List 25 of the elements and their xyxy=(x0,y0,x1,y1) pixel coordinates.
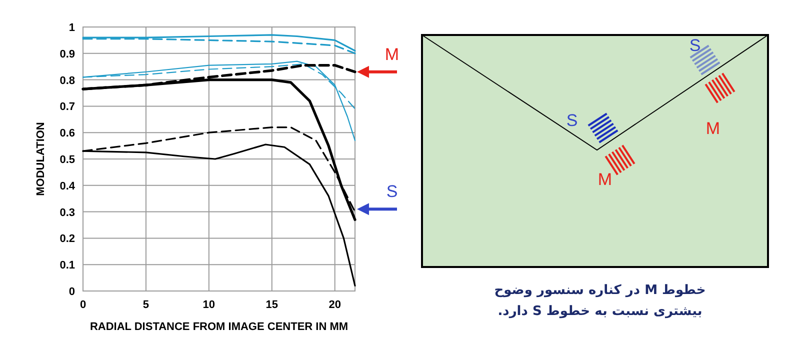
y-tick-label: 0 xyxy=(68,286,75,298)
y-tick-label: 0.1 xyxy=(60,260,75,272)
text: M xyxy=(706,119,720,138)
x-tick-label: 15 xyxy=(266,299,278,311)
x-tick-label: 5 xyxy=(142,299,150,311)
y-tick-label: 0.3 xyxy=(60,206,75,219)
y-tick-label: 1 xyxy=(68,22,75,34)
y-tick-label: 0.2 xyxy=(60,233,75,246)
annotation: S xyxy=(386,182,398,202)
y-tick-label: 0.8 xyxy=(60,74,75,87)
text: M xyxy=(598,170,612,189)
y-tick-label: 0.4 xyxy=(60,180,76,192)
text: S xyxy=(689,36,701,55)
annotation: M xyxy=(384,44,400,64)
y-tick-label: 0.5 xyxy=(60,154,75,166)
text: خطوط M در کناره سنسور وضوح بیشتری نسبت به خطوط S دارد. xyxy=(493,282,707,321)
text: S xyxy=(566,111,578,130)
y-tick-label: 0.7 xyxy=(60,101,75,114)
x-axis-title: RADIAL DISTANCE FROM IMAGE CENTER IN MM xyxy=(90,321,348,333)
x-tick-label: 0 xyxy=(80,299,86,311)
y-tick-label: 0.9 xyxy=(60,48,75,60)
x-tick-label: 10 xyxy=(202,299,216,311)
y-tick-label: 0.6 xyxy=(60,128,75,140)
x-tick-label: 20 xyxy=(328,299,341,311)
y-axis-title: MODULATION xyxy=(35,122,47,196)
